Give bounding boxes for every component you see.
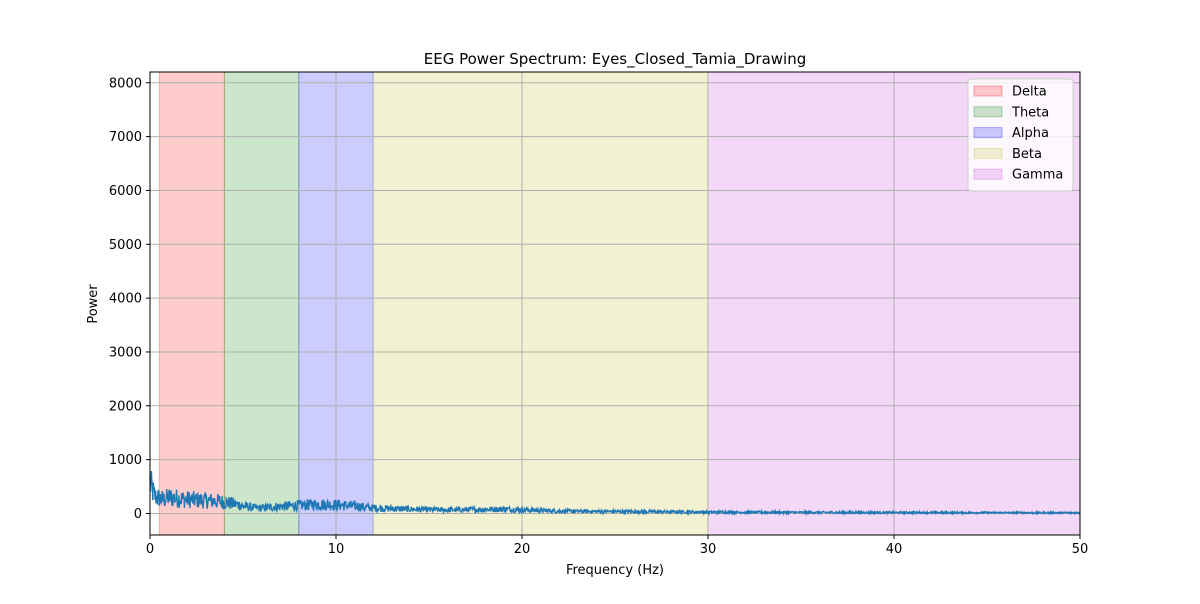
- band-delta: [158, 71, 225, 536]
- band-beta: [372, 71, 709, 536]
- y-axis-ticks: 0 1000 2000 3000 4000 5000 6000 7000 8000: [109, 76, 150, 522]
- y-tick-label: 1000: [109, 453, 142, 468]
- y-tick-label: 7000: [109, 130, 142, 145]
- y-tick-label: 0: [134, 507, 142, 522]
- y-tick-label: 8000: [109, 76, 142, 91]
- power-series-line: [149, 470, 1081, 517]
- legend-swatch-theta: [973, 106, 1003, 118]
- frequency-bands: [158, 71, 1081, 536]
- legend-swatch-alpha: [973, 127, 1003, 139]
- legend-label-alpha: Alpha: [1012, 126, 1049, 141]
- legend-swatch-gamma: [973, 168, 1003, 180]
- legend-label-delta: Delta: [1012, 85, 1047, 100]
- legend-box: [967, 78, 1074, 192]
- y-tick-label: 3000: [109, 345, 142, 360]
- legend-swatch-beta: [973, 147, 1003, 159]
- y-axis-label: Power: [86, 284, 101, 324]
- legend-swatch-delta: [973, 85, 1003, 97]
- series-layer: [149, 470, 1081, 517]
- x-tick-label: 30: [700, 542, 717, 557]
- y-tick-label: 2000: [109, 399, 142, 414]
- y-tick-label: 4000: [109, 292, 142, 307]
- x-tick-label: 20: [514, 542, 531, 557]
- chart-title: EEG Power Spectrum: Eyes_Closed_Tamia_Dr…: [424, 50, 806, 69]
- y-tick-label: 6000: [109, 184, 142, 199]
- x-tick-label: 10: [328, 542, 345, 557]
- x-axis-ticks: 0 10 20 30 40 50: [146, 535, 1088, 557]
- legend-label-gamma: Gamma: [1012, 168, 1063, 183]
- x-tick-label: 40: [886, 542, 903, 557]
- x-tick-label: 50: [1072, 542, 1089, 557]
- legend-label-beta: Beta: [1012, 147, 1042, 162]
- legend: Delta Theta Alpha Beta Gamma: [967, 78, 1074, 192]
- legend-label-theta: Theta: [1011, 105, 1049, 120]
- y-tick-label: 5000: [109, 238, 142, 253]
- band-theta: [223, 71, 300, 536]
- x-tick-label: 0: [146, 542, 154, 557]
- x-axis-label: Frequency (Hz): [566, 563, 664, 578]
- plot-frame: [149, 71, 1081, 536]
